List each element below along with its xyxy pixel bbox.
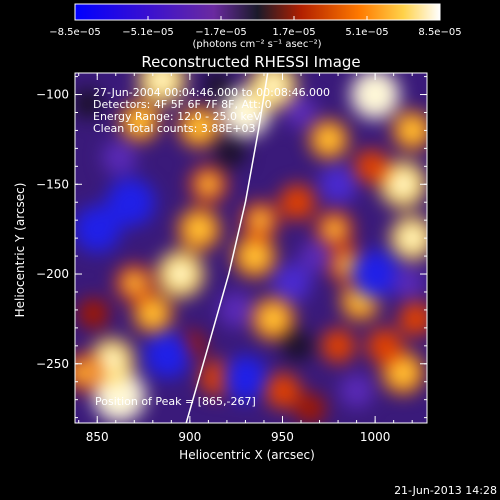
heatmap-blob	[282, 330, 313, 361]
chart-title: Reconstructed RHESSI Image	[141, 53, 360, 71]
x-tick-label: 1000	[360, 430, 391, 444]
y-tick-label: −200	[36, 267, 69, 281]
heatmap-blob	[392, 267, 425, 300]
heatmap-blob	[144, 331, 191, 378]
heatmap-blob-core	[243, 244, 266, 267]
y-axis-label: Heliocentric Y (arcsec)	[13, 183, 27, 318]
footer-date: 21-Jun-2013 14:28	[394, 484, 497, 497]
y-tick-label: −250	[36, 357, 69, 371]
heatmap-blob-core	[390, 171, 416, 197]
x-tick-label: 850	[86, 430, 109, 444]
x-axis-label: Heliocentric X (arcsec)	[179, 448, 315, 462]
colorbar-tick-label: 8.5e−05	[418, 27, 461, 38]
heatmap-blob	[279, 184, 315, 220]
heatmap-blob-core	[362, 81, 389, 108]
y-tick-label: −100	[36, 88, 69, 102]
colorbar-tick-label: −5.1e−05	[122, 27, 174, 38]
colorbar-tick-label: 5.1e−05	[345, 27, 388, 38]
heatmap-blob	[295, 393, 326, 424]
heatmap-blob-core	[318, 129, 340, 151]
heatmap-blob-core	[400, 226, 424, 250]
colorbar-units: (photons cm⁻² s⁻¹ asec⁻²)	[192, 39, 321, 50]
x-tick-label: 950	[271, 430, 294, 444]
heatmap-blob-core	[198, 174, 219, 195]
heatmap-blob-core	[262, 307, 285, 330]
heatmap-blob	[264, 373, 300, 409]
colorbar: −8.5e−05 −5.1e−05 −1.7e−05 1.7e−05 5.1e−05 8.…	[49, 4, 461, 50]
heatmap-blob	[78, 298, 109, 329]
heatmap-blob-core	[100, 348, 124, 372]
colorbar-tick-label: 1.7e−05	[272, 27, 315, 38]
heatmap-blob	[318, 165, 357, 204]
heatmap-blob	[215, 136, 246, 167]
heatmap-blob-core	[142, 303, 164, 325]
heatmap-blob	[218, 292, 254, 328]
y-tick-label: −150	[36, 177, 69, 191]
heatmap-blob	[366, 328, 402, 364]
heatmap-blob	[354, 149, 388, 183]
heatmap-blob-core	[187, 217, 210, 240]
heatmap-blob	[102, 140, 136, 174]
heatmap-blob-core	[124, 273, 145, 294]
heatmap-blob-core	[168, 261, 194, 287]
heatmap-blob	[321, 329, 355, 363]
heatmap-blob	[351, 250, 400, 299]
heatmap-blob	[272, 263, 311, 302]
annotation-counts: Clean Total counts: 3.88E+03	[93, 122, 256, 135]
peak-position-label: Position of Peak = [865,-267]	[95, 395, 256, 408]
colorbar-tick-label: −8.5e−05	[49, 27, 101, 38]
heatmap-blob-core	[391, 361, 414, 384]
heatmap-blob	[339, 373, 373, 407]
heatmap-blob-core	[250, 210, 271, 231]
colorbar-gradient	[75, 4, 440, 20]
heatmap-blob	[74, 206, 121, 253]
colorbar-tick-label: −1.7e−05	[195, 27, 247, 38]
heatmap-blob	[285, 96, 318, 129]
x-tick-label: 900	[178, 430, 201, 444]
heatmap-blob	[299, 240, 332, 273]
heatmap-blob-core	[324, 219, 345, 240]
heatmap-blob-core	[401, 120, 423, 142]
heatmap-blob	[399, 302, 433, 336]
